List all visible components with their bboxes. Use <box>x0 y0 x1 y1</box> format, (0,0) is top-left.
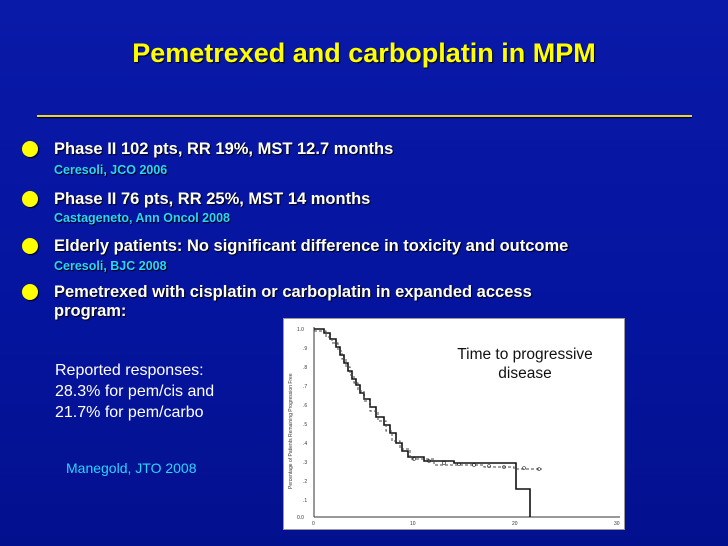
x-tick-label: 20 <box>512 521 518 527</box>
plot-caption-line-2: disease <box>498 365 552 382</box>
responses-line-3: 21.7% for pem/carbo <box>55 404 204 421</box>
y-tick-label: .6 <box>303 403 307 409</box>
bullet-citation: Ceresoli, JCO 2006 <box>54 163 168 177</box>
curve-pem-cis <box>314 328 531 517</box>
bullet-text: Pemetrexed with cisplatin or carboplatin… <box>54 283 532 321</box>
y-tick-label: .7 <box>303 384 307 390</box>
curve-pem-carbo <box>314 330 542 470</box>
y-tick-label: .1 <box>303 498 307 504</box>
reference-citation: Manegold, JTO 2008 <box>66 460 197 476</box>
bullet-citation: Ceresoli, BJC 2008 <box>54 259 167 273</box>
y-tick-label: 1.0 <box>297 327 304 333</box>
responses-line-2: 28.3% for pem/cis and <box>55 383 215 400</box>
bullet-icon <box>22 238 38 254</box>
bullet-text: Phase II 76 pts, RR 25%, MST 14 months <box>54 190 371 208</box>
bullet-citation: Castageneto, Ann Oncol 2008 <box>54 211 230 225</box>
reported-responses: Reported responses: 28.3% for pem/cis an… <box>55 360 214 423</box>
bullet-text: Phase II 102 pts, RR 19%, MST 12.7 month… <box>54 140 394 158</box>
responses-line-1: Reported responses: <box>55 362 204 379</box>
bullet-icon <box>22 141 38 157</box>
slide-title: Pemetrexed and carboplatin in MPM <box>132 38 596 68</box>
y-tick-label: .9 <box>303 346 307 352</box>
y-axis-label: Percentage of Patients Remaining Progres… <box>288 373 294 489</box>
bullet-icon <box>22 284 38 300</box>
bullet-text: Elderly patients: No significant differe… <box>54 237 569 255</box>
plot-caption-line-1: Time to progressive <box>457 346 593 363</box>
plot-caption: Time to progressive disease <box>432 345 618 383</box>
y-tick-label: 0.0 <box>297 515 304 521</box>
title-divider <box>37 115 692 117</box>
y-tick-label: .3 <box>303 460 307 466</box>
y-tick-label: .5 <box>303 422 307 428</box>
y-tick-label: .8 <box>303 365 307 371</box>
x-tick-label: 0 <box>312 521 315 527</box>
bullet-text-line-2: program: <box>54 302 127 320</box>
bullet-text-line-1: Pemetrexed with cisplatin or carboplatin… <box>54 283 532 301</box>
x-tick-label: 10 <box>410 521 416 527</box>
survival-plot-graphic: 1.0 .9 .8 .7 .6 .5 .4 .3 .2 .1 0.0 0 10 … <box>288 327 620 527</box>
bullet-icon <box>22 191 38 207</box>
x-tick-label: 30 <box>614 521 620 527</box>
y-tick-label: .2 <box>303 479 307 485</box>
y-tick-label: .4 <box>303 441 307 447</box>
